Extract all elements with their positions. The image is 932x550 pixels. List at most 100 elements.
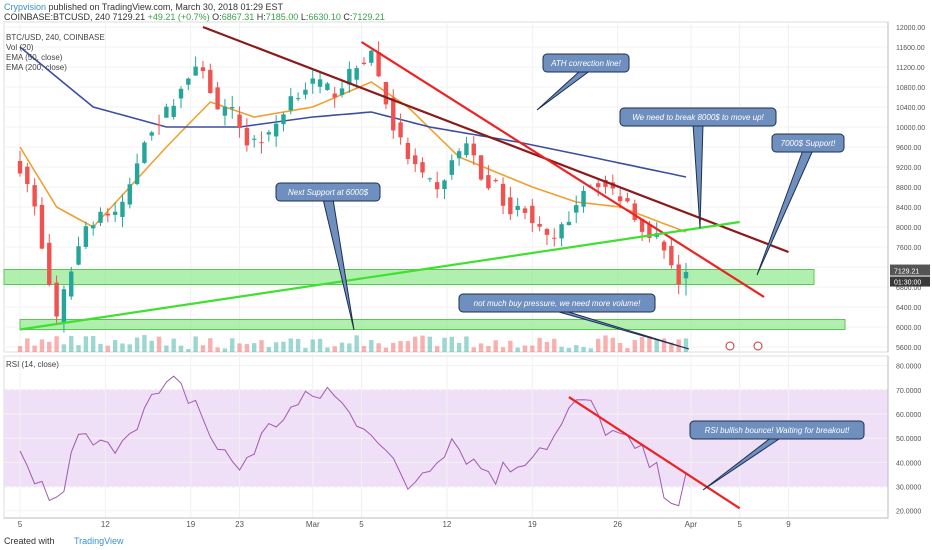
volume-bar <box>566 347 572 352</box>
high-value: 7185.00 <box>265 12 299 22</box>
candle-body <box>266 132 272 135</box>
legend-ema50: EMA (50, close) <box>6 53 63 62</box>
callout[interactable]: 7000$ Support! <box>756 133 845 276</box>
candle-body <box>310 78 315 84</box>
volume-bar <box>310 339 315 352</box>
author-link[interactable]: Crypvision <box>4 2 47 12</box>
open-value: 6867.31 <box>221 12 255 22</box>
callout[interactable]: ATH correction line! <box>536 53 630 111</box>
candle-body <box>676 264 681 285</box>
x-tick-label: 26 <box>613 520 622 529</box>
volume-bar <box>39 339 45 352</box>
candle-body <box>493 180 498 182</box>
candle-body <box>230 107 235 109</box>
x-tick-label: 9 <box>786 520 791 529</box>
candle-body <box>288 96 293 111</box>
last-price: 7129.21 <box>112 12 146 22</box>
x-tick-label: 19 <box>528 520 537 529</box>
volume-bar <box>317 338 323 352</box>
volume-bar <box>595 338 601 352</box>
volume-bar <box>603 335 608 352</box>
volume-bar <box>559 346 564 352</box>
candle-body <box>112 211 118 215</box>
candle-body <box>391 97 396 131</box>
volume-bar <box>581 347 586 352</box>
callout[interactable]: Next Support at 6000$ <box>275 182 381 331</box>
low-value: 6630.10 <box>308 12 341 22</box>
candle-body <box>281 114 286 125</box>
price-chart[interactable]: ATH correction line! We need to break 800… <box>0 0 932 532</box>
y-tick-label: 9200.00 <box>896 165 921 172</box>
rsi-tick-label: 20.0000 <box>896 509 921 516</box>
volume-bar <box>420 335 425 352</box>
volume-bar <box>127 344 132 352</box>
candle-body <box>69 271 74 297</box>
support-trendline[interactable] <box>19 220 740 331</box>
ema200-line <box>19 46 687 178</box>
volume-bar <box>142 335 147 352</box>
open-label: O: <box>212 12 222 22</box>
candle-body <box>259 142 264 144</box>
y-tick-label: 10800.00 <box>896 85 925 92</box>
candle-body <box>405 142 411 159</box>
candle-body <box>617 196 623 202</box>
volume-bar <box>25 338 30 352</box>
event-icon[interactable] <box>725 341 735 351</box>
volume-bar <box>405 341 411 352</box>
resistance-line[interactable] <box>360 41 765 298</box>
candle-body <box>581 190 586 207</box>
volume-bar <box>200 345 206 352</box>
volume-bar <box>259 340 264 352</box>
volume-bar <box>493 340 498 352</box>
volume-bar <box>508 340 513 352</box>
volume-bar <box>588 348 594 352</box>
price-legend: BTC/USD, 240, COINBASE Vol (20) EMA (50,… <box>6 33 105 73</box>
rsi-trendline[interactable] <box>568 396 741 510</box>
y-tick-label: 8800.00 <box>896 185 921 192</box>
candle-body <box>171 105 176 117</box>
candle-body <box>186 78 191 85</box>
candle-body <box>208 69 213 94</box>
candle-body <box>61 289 67 324</box>
y-tick-label: 9600.00 <box>896 145 921 152</box>
volume-bar <box>530 345 535 352</box>
candle-body <box>669 245 674 266</box>
volume-bar <box>164 345 169 352</box>
callout[interactable]: RSI bullish bounce! Waiting for breakout… <box>689 420 865 491</box>
volume-bar <box>47 341 52 352</box>
candle-body <box>500 183 506 206</box>
event-icon[interactable] <box>753 341 763 351</box>
volume-bar <box>193 336 198 352</box>
y-tick-label: 12000.00 <box>896 25 925 32</box>
candle-body <box>376 52 381 77</box>
volume-bar <box>281 341 286 352</box>
candle-body <box>544 228 550 235</box>
ath-correction-line[interactable] <box>202 25 789 254</box>
volume-bar <box>32 345 37 352</box>
candle-body <box>530 205 535 224</box>
volume-bar <box>434 346 440 352</box>
legend-ema200: EMA (200, close) <box>6 63 67 72</box>
callout[interactable]: We need to break 8000$ to move up! <box>619 107 777 229</box>
candle-body <box>595 183 601 188</box>
y-tick-label: 10400.00 <box>896 105 925 112</box>
candle-body <box>295 98 301 100</box>
volume-bar <box>647 336 652 352</box>
volume-bar <box>544 341 550 352</box>
volume-bar <box>610 337 616 352</box>
candle-body <box>632 203 637 220</box>
x-tick-label: 12 <box>101 520 110 529</box>
candle-body <box>486 175 491 189</box>
countdown-badge <box>890 276 930 287</box>
candle-body <box>464 143 469 156</box>
high-label: H: <box>256 12 266 22</box>
candle-body <box>434 182 440 190</box>
tradingview-logo[interactable]: TradingView <box>74 536 124 546</box>
candle-body <box>566 221 572 226</box>
callout[interactable]: not much buy pressure, we need more volu… <box>458 293 690 350</box>
legend-rsi: RSI (14, close) <box>6 360 59 369</box>
candle-body <box>325 83 330 90</box>
volume-bar <box>456 342 462 352</box>
candle-body <box>661 241 667 251</box>
symbol-name: COINBASE:BTCUSD, 240 <box>4 12 111 22</box>
